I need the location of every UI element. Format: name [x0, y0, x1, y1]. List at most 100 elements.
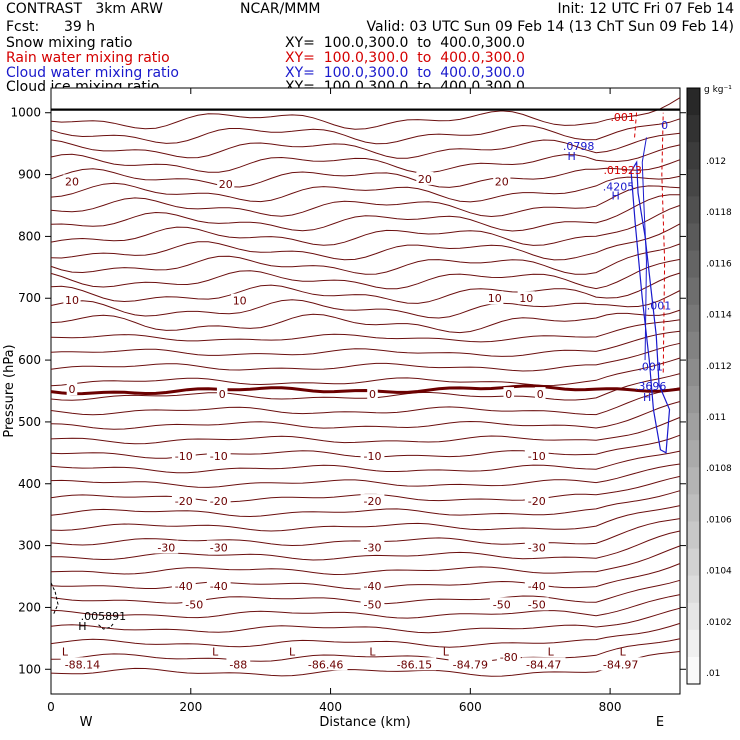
- contour-label-bg: [360, 448, 385, 462]
- x-end-label-east: E: [656, 715, 664, 730]
- colorbar-label: .0104: [706, 567, 732, 577]
- low-marker: L: [212, 645, 219, 658]
- x-tick-label: 200: [179, 700, 202, 714]
- field-xy-cloud-water: XY= 100.0,300.0 to 400.0,300.0: [285, 65, 525, 81]
- contour-label-bg: [493, 174, 511, 188]
- contour-label-bg: [206, 540, 231, 554]
- isotherm-line: [50, 530, 681, 561]
- contour-label-bg: [392, 657, 437, 671]
- y-tick-label: 400: [18, 477, 41, 491]
- isotherm-line: [50, 463, 681, 488]
- contour-label: -20: [364, 495, 382, 508]
- isotherm-line: [50, 607, 681, 634]
- contour-label: 20: [219, 178, 233, 191]
- colorbar-swatch: [687, 602, 700, 631]
- isotherm-line: [50, 243, 681, 275]
- colorbar-unit: g kg⁻¹: [704, 85, 732, 95]
- contour-label-bg: [303, 657, 348, 671]
- contour-label: 0: [369, 388, 376, 401]
- contour-label: 0: [68, 383, 75, 396]
- low-marker: L: [62, 645, 69, 658]
- model-title: CONTRAST 3km ARW: [6, 1, 164, 17]
- contour-labels: -88.14 -88 -86.46 -86.15 -84.79 -84.47 -84.97 -…: [60, 111, 671, 671]
- valid-time: Valid: 03 UTC Sun 09 Feb 14 (13 ChT Sun …: [366, 19, 734, 35]
- max-annotation: .01923: [603, 164, 642, 177]
- contour-label: -40: [528, 580, 546, 593]
- x-tick-label: 400: [319, 700, 342, 714]
- contour-label-bg: [517, 291, 535, 305]
- contour-label: -10: [210, 450, 228, 463]
- colorbar-swatch: [687, 629, 700, 658]
- contour-label: -50: [364, 598, 382, 611]
- org-label: NCAR/MMM: [240, 1, 321, 17]
- contour-label: 20: [65, 175, 79, 188]
- colorbar-swatch: [687, 277, 700, 306]
- y-axis-label: Pressure (hPa): [2, 344, 17, 437]
- contour-label: 10: [488, 292, 502, 305]
- isotherm-line: [50, 132, 681, 159]
- contour-label: -40: [210, 580, 228, 593]
- contour-label: 0: [537, 388, 544, 401]
- isotherm-line: [50, 342, 681, 372]
- colorbar-swatch: [687, 250, 700, 279]
- contour-label-bg: [360, 494, 385, 508]
- contour-label: -10: [175, 450, 193, 463]
- isotherm-line: [50, 638, 681, 663]
- max-annotation: .001: [638, 360, 663, 373]
- contour-label: 10: [519, 292, 533, 305]
- contour-label-bg: [66, 382, 78, 396]
- y-tick-label: 200: [18, 600, 41, 614]
- contour-label: -88.14: [65, 658, 100, 671]
- contour-label: -84.47: [526, 658, 561, 671]
- colorbar-swatch: [687, 223, 700, 252]
- max-annotation: 0: [661, 119, 668, 132]
- colorbar-swatch: [687, 304, 700, 333]
- contour-label: -84.79: [453, 658, 488, 671]
- isotherm-line: [50, 401, 681, 430]
- colorbar-swatch: [687, 331, 700, 360]
- contour-label-bg: [182, 597, 207, 611]
- snow-contour: [50, 582, 115, 630]
- max-annotation: H: [612, 190, 620, 203]
- colorbar-swatch: [687, 142, 700, 170]
- contour-label-bg: [534, 387, 546, 401]
- y-tick-label: 700: [18, 291, 41, 305]
- colorbar-swatch: [687, 548, 700, 577]
- isotherm-line: [50, 594, 681, 619]
- x-tick-label: 0: [47, 700, 55, 714]
- x-axis-label: Distance (km): [319, 715, 410, 730]
- colorbar-swatch: [687, 494, 700, 522]
- contour-label: -88: [229, 658, 247, 671]
- contour-label-bg: [360, 597, 385, 611]
- zero-isotherm-line: [50, 384, 681, 396]
- max-annotation: .001: [610, 111, 635, 124]
- isotherm-line: [50, 545, 681, 576]
- isotherm-line: [50, 450, 681, 474]
- contour-label: 0: [219, 388, 226, 401]
- y-tick-label: 900: [18, 168, 41, 182]
- y-tick-label: 800: [18, 229, 41, 243]
- contour-label: -50: [493, 598, 511, 611]
- rain-contour: [661, 112, 666, 373]
- colorbar-label: .0114: [706, 311, 732, 321]
- contour-label-bg: [524, 494, 549, 508]
- isotherm-line: [50, 330, 681, 357]
- isotherm-line: [50, 416, 681, 445]
- colorbar-label: .011: [706, 413, 726, 423]
- field-name-snow: Snow mixing ratio: [6, 35, 133, 51]
- isotherm-line: [50, 373, 681, 401]
- contour-label-bg: [206, 494, 231, 508]
- colorbar-swatch: [687, 467, 700, 495]
- cloud-water-contour: [630, 160, 671, 454]
- x-tick-label: 600: [459, 700, 482, 714]
- y-tick-label: 500: [18, 415, 41, 429]
- contour-label: 0: [505, 388, 512, 401]
- contour-label: -50: [185, 598, 203, 611]
- isotherm-line: [50, 204, 681, 246]
- fcst-label: Fcst:: [6, 19, 40, 35]
- contour-label-bg: [598, 657, 643, 671]
- field-name-rain: Rain water mixing ratio: [6, 50, 170, 66]
- isotherm-line: [50, 309, 681, 334]
